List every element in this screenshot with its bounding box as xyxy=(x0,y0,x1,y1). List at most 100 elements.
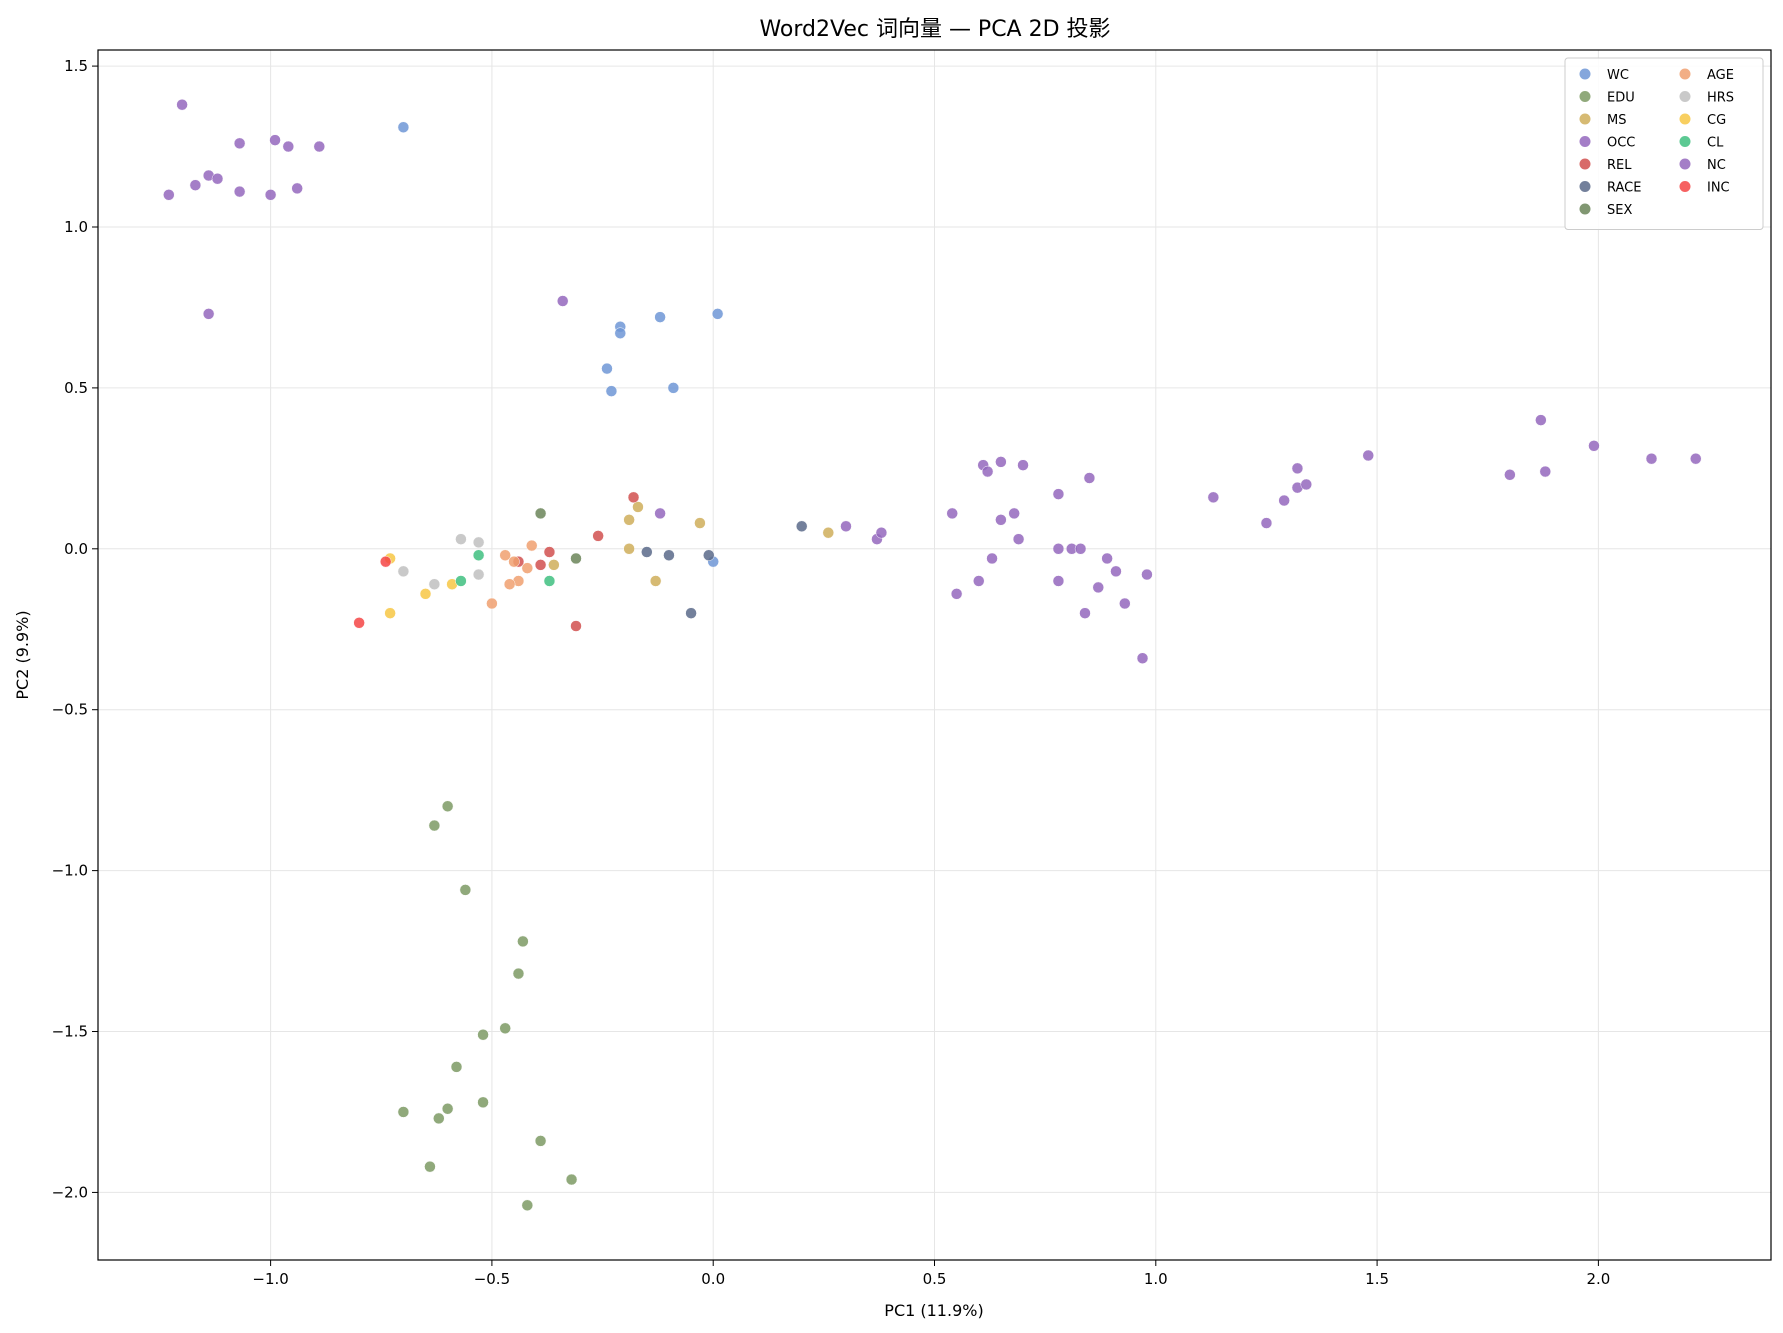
point-rel xyxy=(592,530,604,542)
point-occ xyxy=(995,456,1007,468)
point-ms xyxy=(649,575,662,587)
point-edu xyxy=(477,1096,489,1109)
point-cl xyxy=(543,575,556,587)
point-nc xyxy=(1645,452,1658,465)
point-nc xyxy=(1207,491,1220,504)
legend-marker-inc xyxy=(1679,181,1691,192)
point-ms xyxy=(822,526,835,539)
point-occ xyxy=(1136,652,1149,664)
legend-label-cl: CL xyxy=(1707,136,1724,151)
point-nc xyxy=(1539,465,1552,478)
legend-marker-cg xyxy=(1679,113,1691,125)
point-sex xyxy=(570,552,582,565)
point-nc xyxy=(1362,449,1374,462)
point-edu xyxy=(521,1199,534,1212)
legend-label-cg: CG xyxy=(1707,113,1726,128)
legend: WC EDU MS OCC REL RACE SEX AGE HRS CG CL NC INC xyxy=(1564,57,1764,230)
point-wc xyxy=(397,121,410,133)
point-occ xyxy=(654,507,666,520)
point-ms xyxy=(632,501,644,513)
point-cl xyxy=(455,575,467,587)
point-nc xyxy=(1291,462,1304,475)
point-sex xyxy=(534,507,547,520)
y-tick-label: 1.5 xyxy=(64,57,88,75)
point-edu xyxy=(459,884,472,896)
y-tick-label: −1.5 xyxy=(52,1023,88,1041)
point-cl xyxy=(472,549,485,561)
point-race xyxy=(685,607,697,619)
legend-marker-rel xyxy=(1579,158,1591,170)
x-tick-label: 1.0 xyxy=(1144,1270,1168,1288)
legend-marker-hrs xyxy=(1679,91,1691,102)
y-tick-label: 1.0 xyxy=(64,218,88,236)
point-race xyxy=(703,549,715,561)
point-hrs xyxy=(472,536,485,549)
point-occ xyxy=(163,189,175,201)
point-hrs xyxy=(455,533,467,545)
data-points xyxy=(163,98,1702,1212)
point-nc xyxy=(1278,494,1290,507)
point-occ xyxy=(986,552,998,565)
point-occ xyxy=(1074,543,1087,555)
point-wc xyxy=(601,362,613,375)
point-age xyxy=(508,555,520,568)
point-nc xyxy=(1588,440,1600,452)
point-occ xyxy=(995,514,1007,526)
point-occ xyxy=(1012,533,1025,545)
point-occ xyxy=(233,137,246,150)
point-age xyxy=(525,539,538,552)
y-tick-label: 0.0 xyxy=(64,540,88,558)
point-occ xyxy=(973,575,985,587)
y-tick-label: −0.5 xyxy=(52,701,88,719)
point-hrs xyxy=(397,565,410,578)
point-age xyxy=(499,549,511,561)
x-tick-label: −1.0 xyxy=(252,1270,288,1288)
y-tick-label: −1.0 xyxy=(52,862,88,880)
point-occ xyxy=(211,172,224,185)
legend-marker-race xyxy=(1579,181,1591,192)
point-wc xyxy=(654,311,666,323)
point-occ xyxy=(840,520,852,533)
x-tick-label: 2.0 xyxy=(1586,1270,1610,1288)
point-edu xyxy=(565,1173,578,1186)
point-occ xyxy=(264,189,277,201)
point-ms xyxy=(694,517,706,529)
axis-ticks: −1.0 −0.5 0.0 0.5 1.0 1.5 2.0 1.5 1.0 0.5 0.0 −0.5 −… xyxy=(52,57,1611,1288)
point-edu xyxy=(397,1106,410,1118)
legend-marker-wc xyxy=(1579,68,1591,80)
legend-marker-occ xyxy=(1579,136,1591,147)
point-occ xyxy=(189,179,202,191)
point-occ xyxy=(1008,507,1020,520)
legend-label-wc: WC xyxy=(1607,68,1629,83)
legend-label-hrs: HRS xyxy=(1707,91,1734,106)
legend-label-ms: MS xyxy=(1607,113,1626,128)
point-occ xyxy=(950,588,963,600)
point-edu xyxy=(433,1112,445,1125)
legend-marker-age xyxy=(1679,68,1691,80)
point-race xyxy=(663,549,675,561)
point-occ xyxy=(1052,543,1065,555)
point-occ xyxy=(875,526,888,539)
point-nc xyxy=(1504,469,1516,481)
x-tick-label: 0.0 xyxy=(701,1270,725,1288)
point-occ xyxy=(233,185,246,198)
point-occ xyxy=(282,140,295,153)
point-edu xyxy=(428,819,441,832)
point-age xyxy=(521,562,534,574)
point-hrs xyxy=(428,578,441,590)
y-axis-label: PC2 (9.9%) xyxy=(13,610,32,699)
point-rel xyxy=(570,620,582,632)
point-edu xyxy=(450,1061,463,1073)
point-occ xyxy=(176,98,188,111)
point-occ xyxy=(556,295,569,307)
point-wc xyxy=(711,308,724,320)
point-nc xyxy=(1690,452,1702,465)
point-occ xyxy=(313,140,326,153)
point-occ xyxy=(1092,581,1105,594)
legend-marker-sex xyxy=(1579,203,1591,215)
legend-label-occ: OCC xyxy=(1607,136,1635,151)
point-inc xyxy=(353,617,365,629)
point-age xyxy=(486,597,498,610)
legend-marker-ms xyxy=(1579,113,1591,125)
legend-marker-edu xyxy=(1579,91,1591,102)
